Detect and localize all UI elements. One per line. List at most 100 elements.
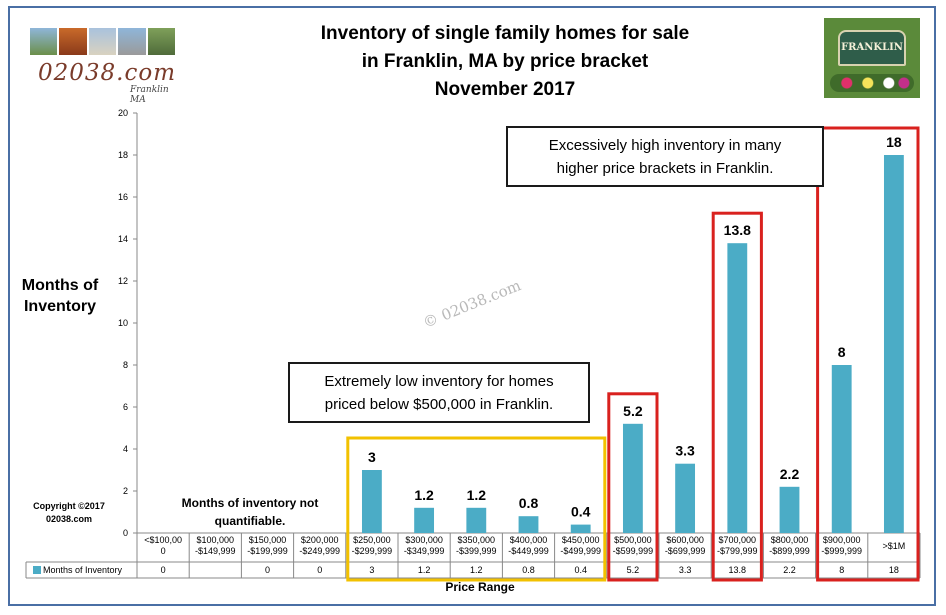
category-label-line: 0	[161, 546, 166, 556]
data-label: 1.2	[467, 487, 487, 503]
category-label-line: -$299,999	[352, 546, 393, 556]
y-tick-label: 0	[123, 528, 128, 538]
table-value: 1.2	[470, 565, 483, 575]
photo-3	[88, 28, 117, 55]
logo-text: 02038.com	[38, 60, 177, 86]
category-label: $350,000 -$399,999	[456, 535, 497, 556]
category-label-line: <$100,00	[144, 535, 182, 545]
data-label: 0.4	[571, 504, 591, 520]
not-quantifiable-line-2: quantifiable.	[214, 514, 286, 528]
category-label: $800,000 -$899,999	[769, 535, 810, 556]
category-label-line: -$449,999	[508, 546, 549, 556]
logo-subtitle: Franklin MA	[130, 85, 169, 105]
bar	[518, 516, 539, 533]
bar	[883, 155, 904, 533]
data-label: 1.2	[414, 487, 434, 503]
table-value: 1.2	[418, 565, 431, 575]
table-value: 18	[889, 565, 899, 575]
category-label: $450,000 -$499,999	[560, 535, 601, 556]
table-value: 13.8	[729, 565, 747, 575]
bar	[570, 524, 591, 533]
table-value: 5.2	[627, 565, 640, 575]
logo-photos	[30, 28, 176, 55]
category-label: $600,000 -$699,999	[665, 535, 706, 556]
category-label-line: $300,000	[405, 535, 443, 545]
note-high-line-1: Excessively high inventory in many	[548, 137, 782, 154]
legend-swatch	[33, 566, 41, 574]
data-label: 8	[838, 344, 846, 360]
category-label-line: $900,000	[823, 535, 861, 545]
category-label-line: -$699,999	[665, 546, 706, 556]
category-label-line: -$499,999	[560, 546, 601, 556]
data-label: 5.2	[623, 403, 643, 419]
y-tick-label: 8	[123, 360, 128, 370]
x-axis-label: Price Range	[445, 580, 515, 594]
franklin-sign-photo: FRANKLIN	[824, 18, 920, 98]
category-label-line: -$999,999	[821, 546, 862, 556]
category-label-line: $500,000	[614, 535, 652, 545]
y-tick-label: 10	[118, 318, 128, 328]
y-tick-label: 20	[118, 108, 128, 118]
copyright: Copyright ©2017 02038.com	[24, 500, 114, 526]
logo: 02038.com Franklin MA	[30, 28, 180, 105]
category-label-line: $400,000	[510, 535, 548, 545]
category-label-line: -$899,999	[769, 546, 810, 556]
category-label-line: -$799,999	[717, 546, 758, 556]
photo-4	[118, 28, 146, 55]
category-label-line: $200,000	[301, 535, 339, 545]
y-tick-label: 14	[118, 234, 128, 244]
category-label: <$100,00 0	[144, 535, 182, 556]
highlight-box	[816, 126, 920, 582]
title-line-2: in Franklin, MA by price bracket	[361, 51, 649, 72]
note-high-inventory: Excessively high inventory in many highe…	[506, 126, 824, 187]
table-value: 0	[317, 565, 322, 575]
bar	[414, 507, 435, 533]
highlight-box	[607, 392, 659, 582]
legend-label: Months of Inventory	[43, 565, 123, 575]
copyright-line-2: 02038.com	[45, 514, 93, 524]
note-low-inventory: Extremely low inventory for homes priced…	[288, 362, 590, 423]
category-label: $900,000 -$999,999	[821, 535, 862, 556]
category-label: $700,000 -$799,999	[717, 535, 758, 556]
note-high-line-2: higher price brackets in Franklin.	[556, 160, 774, 177]
category-label: $400,000 -$449,999	[508, 535, 549, 556]
data-label: 3.3	[675, 443, 695, 459]
category-label-line: $800,000	[771, 535, 809, 545]
note-low-line-2: priced below $500,000 in Franklin.	[324, 396, 554, 413]
data-label: 2.2	[780, 466, 800, 482]
category-label-line: $350,000	[458, 535, 496, 545]
note-low-line-1: Extremely low inventory for homes	[324, 373, 554, 390]
title-line-1: Inventory of single family homes for sal…	[320, 23, 690, 44]
category-label-line: $250,000	[353, 535, 391, 545]
category-label: $150,000 -$199,999	[247, 535, 288, 556]
table-value: 0	[265, 565, 270, 575]
category-label-line: -$249,999	[299, 546, 340, 556]
sign-text: FRANKLIN	[841, 42, 903, 53]
bar	[779, 486, 800, 533]
table-value: 3	[369, 565, 374, 575]
photo-2	[59, 28, 87, 55]
y-tick-label: 16	[118, 192, 128, 202]
category-label-line: -$599,999	[613, 546, 654, 556]
table-value: 0	[161, 565, 166, 575]
bar	[831, 365, 852, 533]
y-tick-label: 4	[123, 444, 128, 454]
table-value: 2.2	[783, 565, 796, 575]
category-label-line: $450,000	[562, 535, 600, 545]
data-label: 18	[886, 134, 902, 150]
not-quantifiable-note: Months of inventory not quantifiable.	[170, 494, 330, 530]
category-label: >$1M	[883, 541, 906, 551]
bar	[466, 507, 487, 533]
category-label-line: -$399,999	[456, 546, 497, 556]
y-tick-label: 6	[123, 402, 128, 412]
category-label: $500,000 -$599,999	[613, 535, 654, 556]
bar	[622, 423, 643, 533]
category-label-line: $600,000	[666, 535, 704, 545]
bar	[727, 243, 748, 533]
category-label-line: $150,000	[249, 535, 287, 545]
flower-bed	[830, 74, 914, 92]
chart-title: Inventory of single family homes for sal…	[290, 20, 720, 104]
photo-5	[147, 28, 176, 55]
category-label-line: -$349,999	[404, 546, 445, 556]
